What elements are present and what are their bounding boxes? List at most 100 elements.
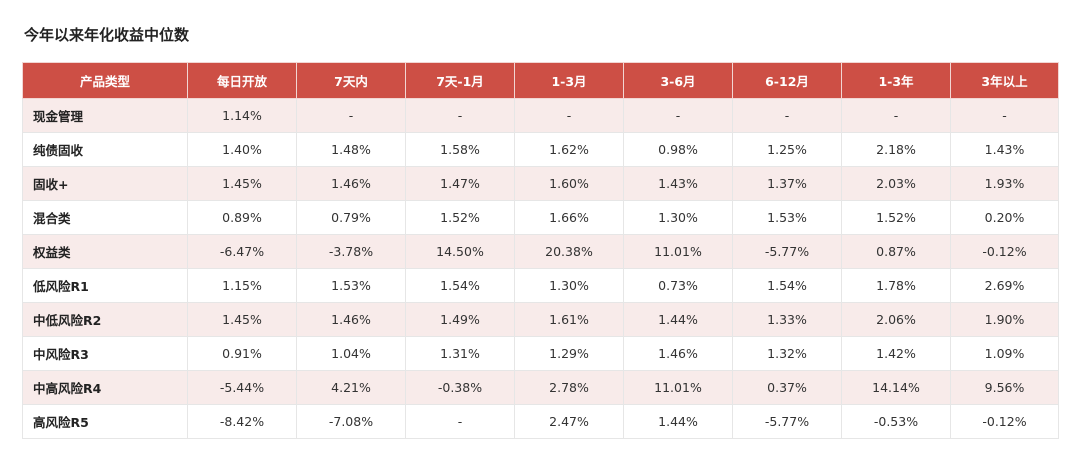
value-cell: 0.73% bbox=[623, 268, 733, 303]
value-cell: 2.03% bbox=[841, 166, 951, 201]
table-header: 产品类型 每日开放 7天内 7天-1月 1-3月 3-6月 6-12月 1-3年 3年以上 bbox=[22, 62, 1059, 99]
value-cell: -5.77% bbox=[732, 404, 842, 439]
product-type-cell: 纯债固收 bbox=[22, 132, 188, 167]
value-cell: 1.43% bbox=[623, 166, 733, 201]
product-type-cell: 混合类 bbox=[22, 200, 188, 235]
value-cell: - bbox=[405, 98, 515, 133]
value-cell: 0.20% bbox=[950, 200, 1059, 235]
column-header: 3年以上 bbox=[950, 62, 1059, 99]
value-cell: -6.47% bbox=[187, 234, 297, 269]
value-cell: 1.53% bbox=[296, 268, 406, 303]
value-cell: 1.54% bbox=[732, 268, 842, 303]
value-cell: 1.62% bbox=[514, 132, 624, 167]
value-cell: 1.49% bbox=[405, 302, 515, 337]
value-cell: 1.45% bbox=[187, 302, 297, 337]
value-cell: -5.44% bbox=[187, 370, 297, 405]
value-cell: 11.01% bbox=[623, 370, 733, 405]
product-type-cell: 低风险R1 bbox=[22, 268, 188, 303]
value-cell: - bbox=[405, 404, 515, 439]
value-cell: 1.25% bbox=[732, 132, 842, 167]
table-row: 混合类 0.89% 0.79% 1.52% 1.66% 1.30% 1.53% 1.52% 0.… bbox=[22, 200, 1059, 235]
value-cell: 1.90% bbox=[950, 302, 1059, 337]
value-cell: 1.30% bbox=[623, 200, 733, 235]
value-cell: 1.09% bbox=[950, 336, 1059, 371]
value-cell: -0.53% bbox=[841, 404, 951, 439]
value-cell: 9.56% bbox=[950, 370, 1059, 405]
page-title: 今年以来年化收益中位数 bbox=[24, 26, 190, 44]
value-cell: 1.48% bbox=[296, 132, 406, 167]
column-header: 1-3月 bbox=[514, 62, 624, 99]
value-cell: 1.40% bbox=[187, 132, 297, 167]
value-cell: 2.78% bbox=[514, 370, 624, 405]
value-cell: - bbox=[514, 98, 624, 133]
value-cell: 1.45% bbox=[187, 166, 297, 201]
column-header: 产品类型 bbox=[22, 62, 188, 99]
value-cell: -3.78% bbox=[296, 234, 406, 269]
product-type-cell: 权益类 bbox=[22, 234, 188, 269]
value-cell: 1.15% bbox=[187, 268, 297, 303]
column-header: 每日开放 bbox=[187, 62, 297, 99]
value-cell: 2.69% bbox=[950, 268, 1059, 303]
table-body: 现金管理 1.14% - - - - - - - 纯债固收 1.40% 1.48% 1.58% 1.62%… bbox=[22, 98, 1059, 439]
value-cell: 1.30% bbox=[514, 268, 624, 303]
value-cell: 1.47% bbox=[405, 166, 515, 201]
value-cell: 1.44% bbox=[623, 302, 733, 337]
column-header: 7天内 bbox=[296, 62, 406, 99]
value-cell: 1.54% bbox=[405, 268, 515, 303]
value-cell: -0.12% bbox=[950, 404, 1059, 439]
table-row: 高风险R5 -8.42% -7.08% -2.47% 1.44% -5.77% -0.53%… bbox=[22, 404, 1059, 439]
value-cell: 1.14% bbox=[187, 98, 297, 133]
table-row: 中低风险R2 1.45% 1.46% 1.49% 1.61% 1.44% 1.33% 2.06… bbox=[22, 302, 1059, 337]
value-cell: 1.52% bbox=[405, 200, 515, 235]
column-header: 3-6月 bbox=[623, 62, 733, 99]
value-cell: 14.50% bbox=[405, 234, 515, 269]
value-cell: 1.31% bbox=[405, 336, 515, 371]
product-type-cell: 高风险R5 bbox=[22, 404, 188, 439]
value-cell: 0.87% bbox=[841, 234, 951, 269]
product-type-cell: 现金管理 bbox=[22, 98, 188, 133]
value-cell: 1.60% bbox=[514, 166, 624, 201]
value-cell: 1.53% bbox=[732, 200, 842, 235]
value-cell: 4.21% bbox=[296, 370, 406, 405]
value-cell: 1.52% bbox=[841, 200, 951, 235]
product-type-cell: 中高风险R4 bbox=[22, 370, 188, 405]
value-cell: 1.58% bbox=[405, 132, 515, 167]
value-cell: 2.47% bbox=[514, 404, 624, 439]
value-cell: -8.42% bbox=[187, 404, 297, 439]
value-cell: 11.01% bbox=[623, 234, 733, 269]
value-cell: -5.77% bbox=[732, 234, 842, 269]
value-cell: 1.37% bbox=[732, 166, 842, 201]
value-cell: 0.89% bbox=[187, 200, 297, 235]
value-cell: 1.61% bbox=[514, 302, 624, 337]
value-cell: 20.38% bbox=[514, 234, 624, 269]
table-row: 中风险R3 0.91% 1.04% 1.31% 1.29% 1.46% 1.32% 1.42%… bbox=[22, 336, 1059, 371]
value-cell: -0.38% bbox=[405, 370, 515, 405]
value-cell: 0.37% bbox=[732, 370, 842, 405]
table-row: 现金管理 1.14% - - - - - - - bbox=[22, 98, 1059, 133]
value-cell: 2.06% bbox=[841, 302, 951, 337]
value-cell: 1.78% bbox=[841, 268, 951, 303]
value-cell: - bbox=[950, 98, 1059, 133]
header-row: 产品类型 每日开放 7天内 7天-1月 1-3月 3-6月 6-12月 1-3年 3年以上 bbox=[22, 62, 1059, 99]
value-cell: 1.46% bbox=[623, 336, 733, 371]
table-row: 中高风险R4 -5.44% 4.21% -0.38% 2.78% 11.01% 0.37% 1… bbox=[22, 370, 1059, 405]
value-cell: - bbox=[841, 98, 951, 133]
table-row: 固收+ 1.45% 1.46% 1.47% 1.60% 1.43% 1.37% 2.03% 1.… bbox=[22, 166, 1059, 201]
table-row: 纯债固收 1.40% 1.48% 1.58% 1.62% 0.98% 1.25% 2.18% 1… bbox=[22, 132, 1059, 167]
returns-table: 产品类型 每日开放 7天内 7天-1月 1-3月 3-6月 6-12月 1-3年 3年以上 现金… bbox=[22, 62, 1059, 439]
value-cell: 0.79% bbox=[296, 200, 406, 235]
value-cell: - bbox=[296, 98, 406, 133]
product-type-cell: 固收+ bbox=[22, 166, 188, 201]
value-cell: 0.98% bbox=[623, 132, 733, 167]
value-cell: -0.12% bbox=[950, 234, 1059, 269]
value-cell: 1.33% bbox=[732, 302, 842, 337]
value-cell: 1.43% bbox=[950, 132, 1059, 167]
column-header: 7天-1月 bbox=[405, 62, 515, 99]
table-row: 低风险R1 1.15% 1.53% 1.54% 1.30% 0.73% 1.54% 1.78%… bbox=[22, 268, 1059, 303]
value-cell: 14.14% bbox=[841, 370, 951, 405]
value-cell: 1.46% bbox=[296, 302, 406, 337]
value-cell: 1.42% bbox=[841, 336, 951, 371]
value-cell: 1.29% bbox=[514, 336, 624, 371]
value-cell: 0.91% bbox=[187, 336, 297, 371]
value-cell: - bbox=[623, 98, 733, 133]
